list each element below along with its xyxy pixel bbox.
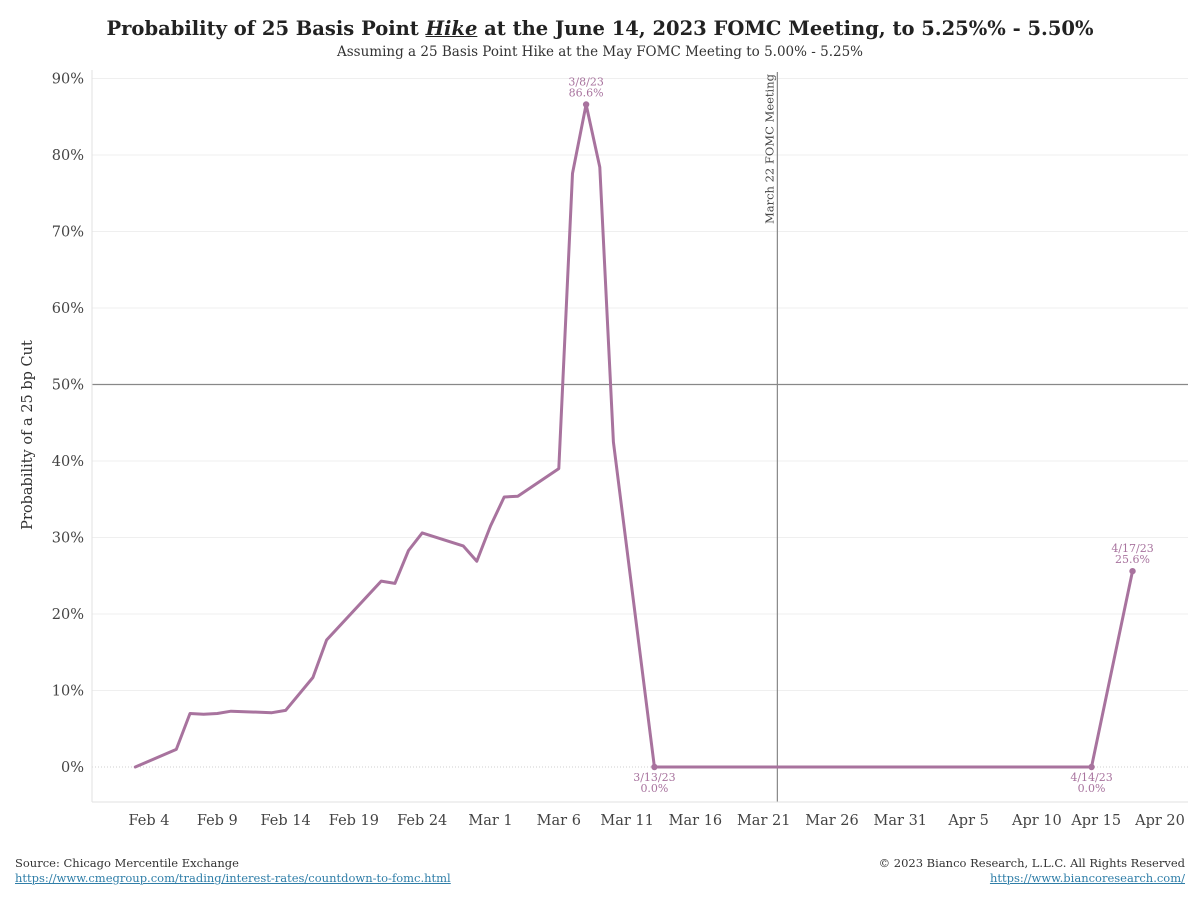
- annotation-date-label: 4/17/23: [1111, 542, 1153, 555]
- x-tick-label: Mar 31: [874, 813, 927, 829]
- website-link[interactable]: https://www.biancoresearch.com/: [989, 871, 1185, 885]
- grid-layer: [92, 78, 1188, 768]
- chart-title-suffix: at the June 14, 2023 FOMC Meeting, to 5.…: [477, 17, 1094, 40]
- annotation-date-label: 3/13/23: [633, 771, 675, 784]
- x-tick-label: Mar 16: [669, 813, 722, 829]
- y-tick-label: 30%: [52, 531, 84, 547]
- x-tick-label: Feb 4: [129, 813, 170, 829]
- chart-title-emphasis: Hike: [425, 17, 478, 40]
- annotation-date-label: 3/8/23: [568, 76, 603, 89]
- x-tick-label: Mar 6: [537, 813, 581, 829]
- annotation-value-label: 0.0%: [640, 782, 668, 795]
- x-tick-label: Mar 1: [468, 813, 512, 829]
- annotation-layer: 3/8/2386.6%3/13/230.0%4/14/230.0%4/17/23…: [568, 76, 1153, 795]
- x-tick-label: Apr 5: [947, 813, 989, 829]
- x-tick-label: Feb 24: [397, 813, 447, 829]
- annotation-value-label: 0.0%: [1078, 782, 1106, 795]
- chart-title: Probability of 25 Basis Point Hike at th…: [0, 17, 1200, 40]
- reference-lines: March 22 FOMC Meeting: [92, 72, 1188, 802]
- x-tick-label: Mar 26: [805, 813, 858, 829]
- copyright-text: © 2023 Bianco Research, L.L.C. All Right…: [878, 856, 1185, 870]
- x-tick-label: Feb 9: [197, 813, 238, 829]
- y-tick-label: 50%: [52, 378, 84, 394]
- annotated-point: [1088, 763, 1095, 771]
- x-tick-label: Apr 10: [1011, 813, 1062, 829]
- annotated-point: [651, 763, 658, 771]
- x-tick-label: Mar 11: [600, 813, 653, 829]
- y-tick-label: 10%: [52, 684, 84, 700]
- y-tick-label: 0%: [61, 760, 84, 776]
- annotation-date-label: 4/14/23: [1070, 771, 1112, 784]
- axes: 0% 10% 20% 30% 40% 50% 60% 70% 80% 90% Feb 4 Feb 9 F…: [52, 70, 1188, 829]
- footer-copyright: © 2023 Bianco Research, L.L.C. All Right…: [879, 856, 1185, 886]
- y-tick-label: 90%: [52, 72, 84, 88]
- fomc-meeting-label: March 22 FOMC Meeting: [762, 73, 776, 224]
- y-tick-label: 80%: [52, 148, 84, 164]
- annotation-value-label: 25.6%: [1115, 553, 1150, 566]
- x-tick-label: Apr 20: [1134, 813, 1185, 829]
- y-tick-label: 60%: [52, 301, 84, 317]
- chart-title-prefix: Probability of 25 Basis Point: [106, 17, 426, 40]
- source-label: Source: Chicago Mercentile Exchange: [15, 856, 239, 870]
- source-link[interactable]: https://www.cmegroup.com/trading/interes…: [15, 871, 451, 885]
- x-tick-label: Feb 19: [329, 813, 379, 829]
- annotation-value-label: 86.6%: [569, 87, 604, 100]
- y-tick-label: 40%: [52, 454, 84, 470]
- y-tick-label: 70%: [52, 225, 84, 241]
- x-tick-label: Apr 15: [1070, 813, 1121, 829]
- annotated-point: [582, 101, 590, 108]
- chart-subtitle: Assuming a 25 Basis Point Hike at the Ma…: [337, 44, 863, 60]
- series-line: [133, 103, 1134, 769]
- series-layer: [133, 103, 1134, 769]
- x-tick-label: Mar 21: [737, 813, 790, 829]
- y-tick-label: 20%: [52, 607, 84, 623]
- x-tick-label: Feb 14: [260, 813, 310, 829]
- footer-source: Source: Chicago Mercentile Exchange http…: [15, 856, 451, 886]
- annotated-point: [1129, 567, 1136, 575]
